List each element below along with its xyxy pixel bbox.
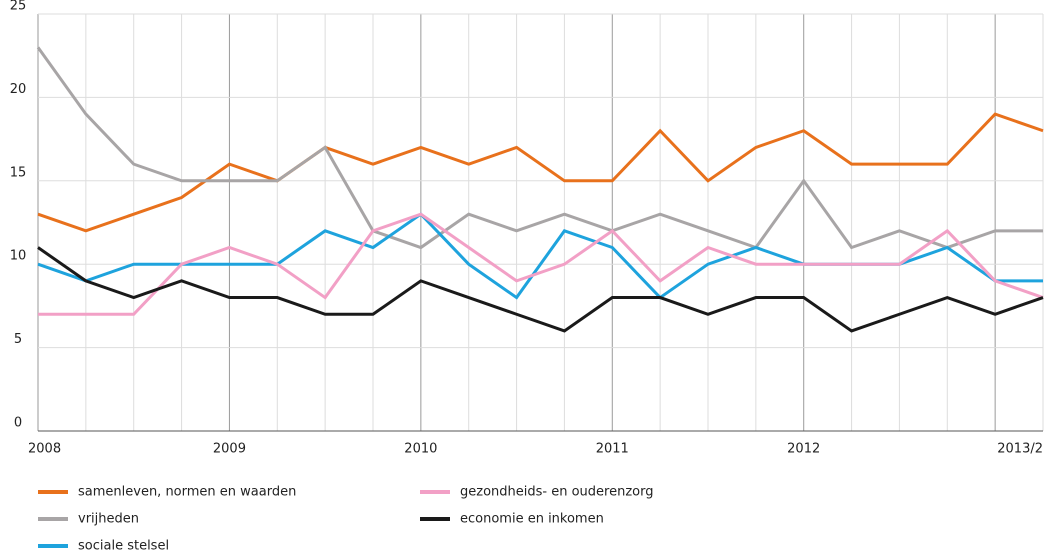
x-tick-label: 2008 (28, 442, 61, 457)
y-tick-label: 5 (14, 332, 22, 347)
y-tick-label: 20 (10, 82, 27, 97)
series-line (37, 212, 1043, 300)
series-line (37, 112, 1044, 233)
x-tick-label: 2009 (213, 442, 246, 457)
series-line (36, 46, 1043, 250)
y-tick-label: 25 (10, 0, 27, 14)
x-tick-label: 2011 (596, 442, 629, 457)
series-line (38, 212, 1044, 316)
x-tick-label: 2013/2 (997, 442, 1043, 457)
y-tick-label: 0 (14, 416, 22, 431)
x-tick-label: 2010 (404, 442, 437, 457)
legend-label: gezondheids- en ouderenzorg (460, 485, 653, 500)
y-tick-label: 10 (10, 249, 27, 264)
legend-label: vrijheden (78, 512, 139, 527)
legend-label: economie en inkomen (460, 512, 604, 527)
series-line (37, 246, 1044, 333)
legend-label: samenleven, normen en waarden (78, 485, 296, 500)
legend-label: sociale stelsel (78, 539, 169, 554)
y-tick-label: 15 (10, 165, 27, 180)
x-tick-label: 2012 (787, 442, 820, 457)
